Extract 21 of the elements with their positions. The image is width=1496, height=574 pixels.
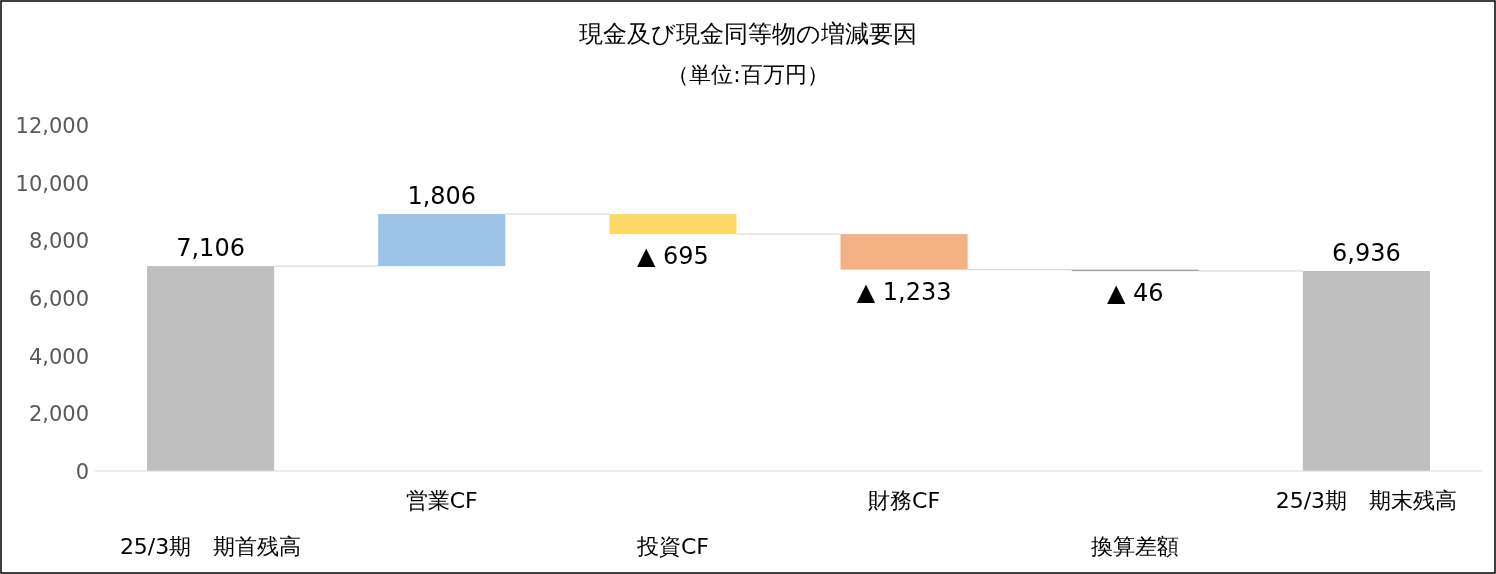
data-label: ▲ 695 [636,242,709,271]
data-label: 1,806 [407,182,477,211]
x-tick-label: 25/3期 期首残高 [119,534,302,559]
x-tick-label: 換算差額 [1091,534,1180,559]
y-tick-label: 0 [75,460,89,484]
x-tick-label: 財務CF [868,488,941,513]
data-label: ▲ 1,233 [856,277,952,306]
chart-title: 現金及び現金同等物の増減要因 [579,20,917,48]
y-tick-label: 10,000 [15,171,89,196]
y-tick-label: 8,000 [28,229,89,254]
y-tick-label: 2,000 [28,402,89,427]
y-tick-label: 6,000 [28,287,89,311]
y-tick-label: 12,000 [15,114,89,138]
chart-subtitle: （単位:百万円） [667,62,829,87]
x-tick-label: 投資CF [635,534,709,559]
x-tick-label: 営業CF [405,488,478,513]
y-tick-label: 4,000 [28,344,89,369]
data-label: 7,106 [176,234,245,263]
data-label: 6,936 [1332,239,1401,268]
x-tick-label: 25/3期 期末残高 [1275,488,1458,513]
data-label: ▲ 46 [1106,279,1164,308]
